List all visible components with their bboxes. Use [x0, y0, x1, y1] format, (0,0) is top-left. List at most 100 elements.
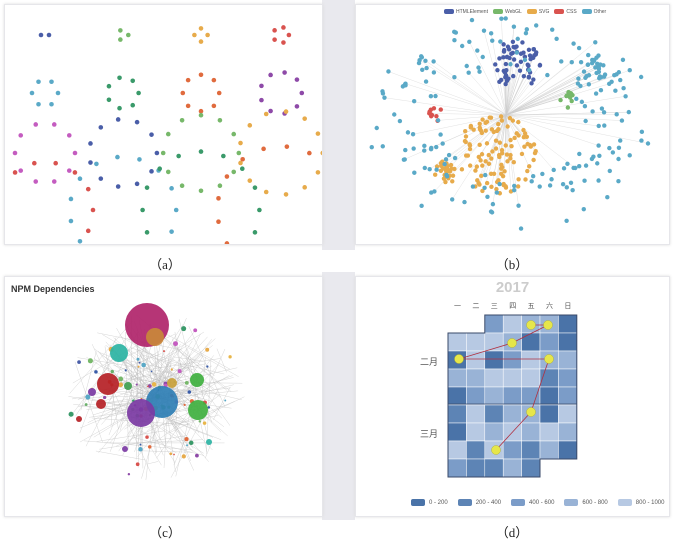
- graph-node: [586, 53, 590, 57]
- legend-item[interactable]: Other: [582, 9, 607, 15]
- graph-node: [618, 78, 622, 82]
- event-marker: [508, 339, 517, 348]
- legend-swatch: [444, 9, 454, 14]
- graph-node: [193, 328, 197, 332]
- graph-edge: [506, 115, 622, 121]
- graph-node: [599, 88, 603, 92]
- legend-item[interactable]: WebGL: [493, 9, 522, 15]
- graph-node: [176, 154, 181, 159]
- graph-edge: [96, 451, 146, 460]
- graph-node: [523, 131, 527, 135]
- graph-node: [69, 197, 74, 202]
- graph-node: [439, 107, 443, 111]
- graph-node: [519, 226, 523, 230]
- calendar-cell: [448, 423, 466, 441]
- legend-item[interactable]: 0 - 200: [411, 499, 448, 506]
- legend-item[interactable]: SVG: [527, 9, 550, 15]
- panel-gap: [322, 272, 355, 520]
- graph-node: [597, 154, 601, 158]
- graph-node: [445, 174, 449, 178]
- graph-node: [506, 76, 510, 80]
- graph-node: [257, 208, 262, 213]
- legend-item[interactable]: 800 - 1000: [618, 499, 665, 506]
- legend-item[interactable]: 200 - 400: [458, 499, 501, 506]
- graph-node: [529, 179, 533, 183]
- graph-node: [431, 59, 435, 63]
- graph-node: [564, 219, 568, 223]
- graph-node: [199, 39, 204, 44]
- graph-node: [94, 162, 99, 167]
- graph-node: [192, 33, 197, 38]
- graph-node: [130, 103, 135, 108]
- graph-node: [466, 153, 470, 157]
- graph-edge: [388, 71, 506, 115]
- graph-node: [583, 119, 587, 123]
- graph-node: [512, 160, 516, 164]
- calendar-cell: [485, 405, 503, 423]
- graph-node: [484, 129, 488, 133]
- graph-node: [116, 184, 121, 189]
- graph-node: [432, 106, 436, 110]
- graph-node: [103, 396, 106, 399]
- graph-node: [205, 348, 209, 352]
- calendar-cell: [448, 387, 466, 405]
- graph-node: [628, 153, 632, 157]
- calendar-cell: [503, 405, 521, 423]
- graph-node: [424, 79, 428, 83]
- graph-node: [489, 156, 493, 160]
- calendar-cell: [503, 459, 521, 477]
- graph-node: [212, 78, 217, 83]
- graph-node: [479, 174, 483, 178]
- graph-node: [614, 72, 618, 76]
- graph-node: [471, 184, 475, 188]
- graph-node: [111, 370, 114, 373]
- graph-node: [237, 151, 242, 156]
- graph-node: [618, 138, 622, 142]
- graph-edge: [148, 461, 159, 464]
- graph-node: [417, 58, 421, 62]
- graph-node: [52, 122, 57, 127]
- graph-node: [216, 196, 221, 201]
- graph-node: [225, 241, 230, 244]
- graph-node: [406, 130, 410, 134]
- graph-node: [497, 153, 501, 157]
- panel-a-circular-layouts: [4, 4, 323, 245]
- legend-item[interactable]: 600 - 800: [564, 499, 607, 506]
- graph-node: [449, 163, 453, 167]
- graph-node: [562, 166, 566, 170]
- graph-node: [138, 366, 140, 368]
- graph-node: [490, 127, 494, 131]
- graph-node: [485, 195, 489, 199]
- graph-node: [613, 89, 617, 93]
- graph-node: [281, 25, 286, 30]
- graph-node: [49, 102, 54, 107]
- graph-node: [436, 118, 440, 122]
- event-marker: [527, 408, 536, 417]
- graph-node: [502, 169, 506, 173]
- legend-swatch: [411, 499, 425, 506]
- graph-node: [545, 73, 549, 77]
- graph-node: [186, 444, 188, 446]
- legend-item[interactable]: CSS: [554, 9, 576, 15]
- graph-node: [523, 177, 527, 181]
- graph-node: [463, 139, 467, 143]
- graph-node: [480, 163, 484, 167]
- graph-node: [118, 28, 123, 33]
- graph-node: [512, 24, 516, 28]
- calendar-cell: [522, 351, 540, 369]
- graph-node: [135, 120, 140, 125]
- legend-item[interactable]: HTMLElement: [444, 9, 488, 15]
- graph-node: [527, 75, 531, 79]
- graph-node: [516, 184, 520, 188]
- graph-node: [582, 179, 586, 183]
- calendar-cell: [522, 423, 540, 441]
- graph-node: [529, 81, 533, 85]
- graph-node: [521, 50, 525, 54]
- legend-label: 200 - 400: [476, 500, 501, 506]
- graph-node: [505, 124, 509, 128]
- graph-node: [173, 454, 175, 456]
- legend-item[interactable]: 400 - 600: [511, 499, 554, 506]
- graph-node: [452, 75, 456, 79]
- graph-node: [381, 144, 385, 148]
- calendar-cell: [466, 459, 484, 477]
